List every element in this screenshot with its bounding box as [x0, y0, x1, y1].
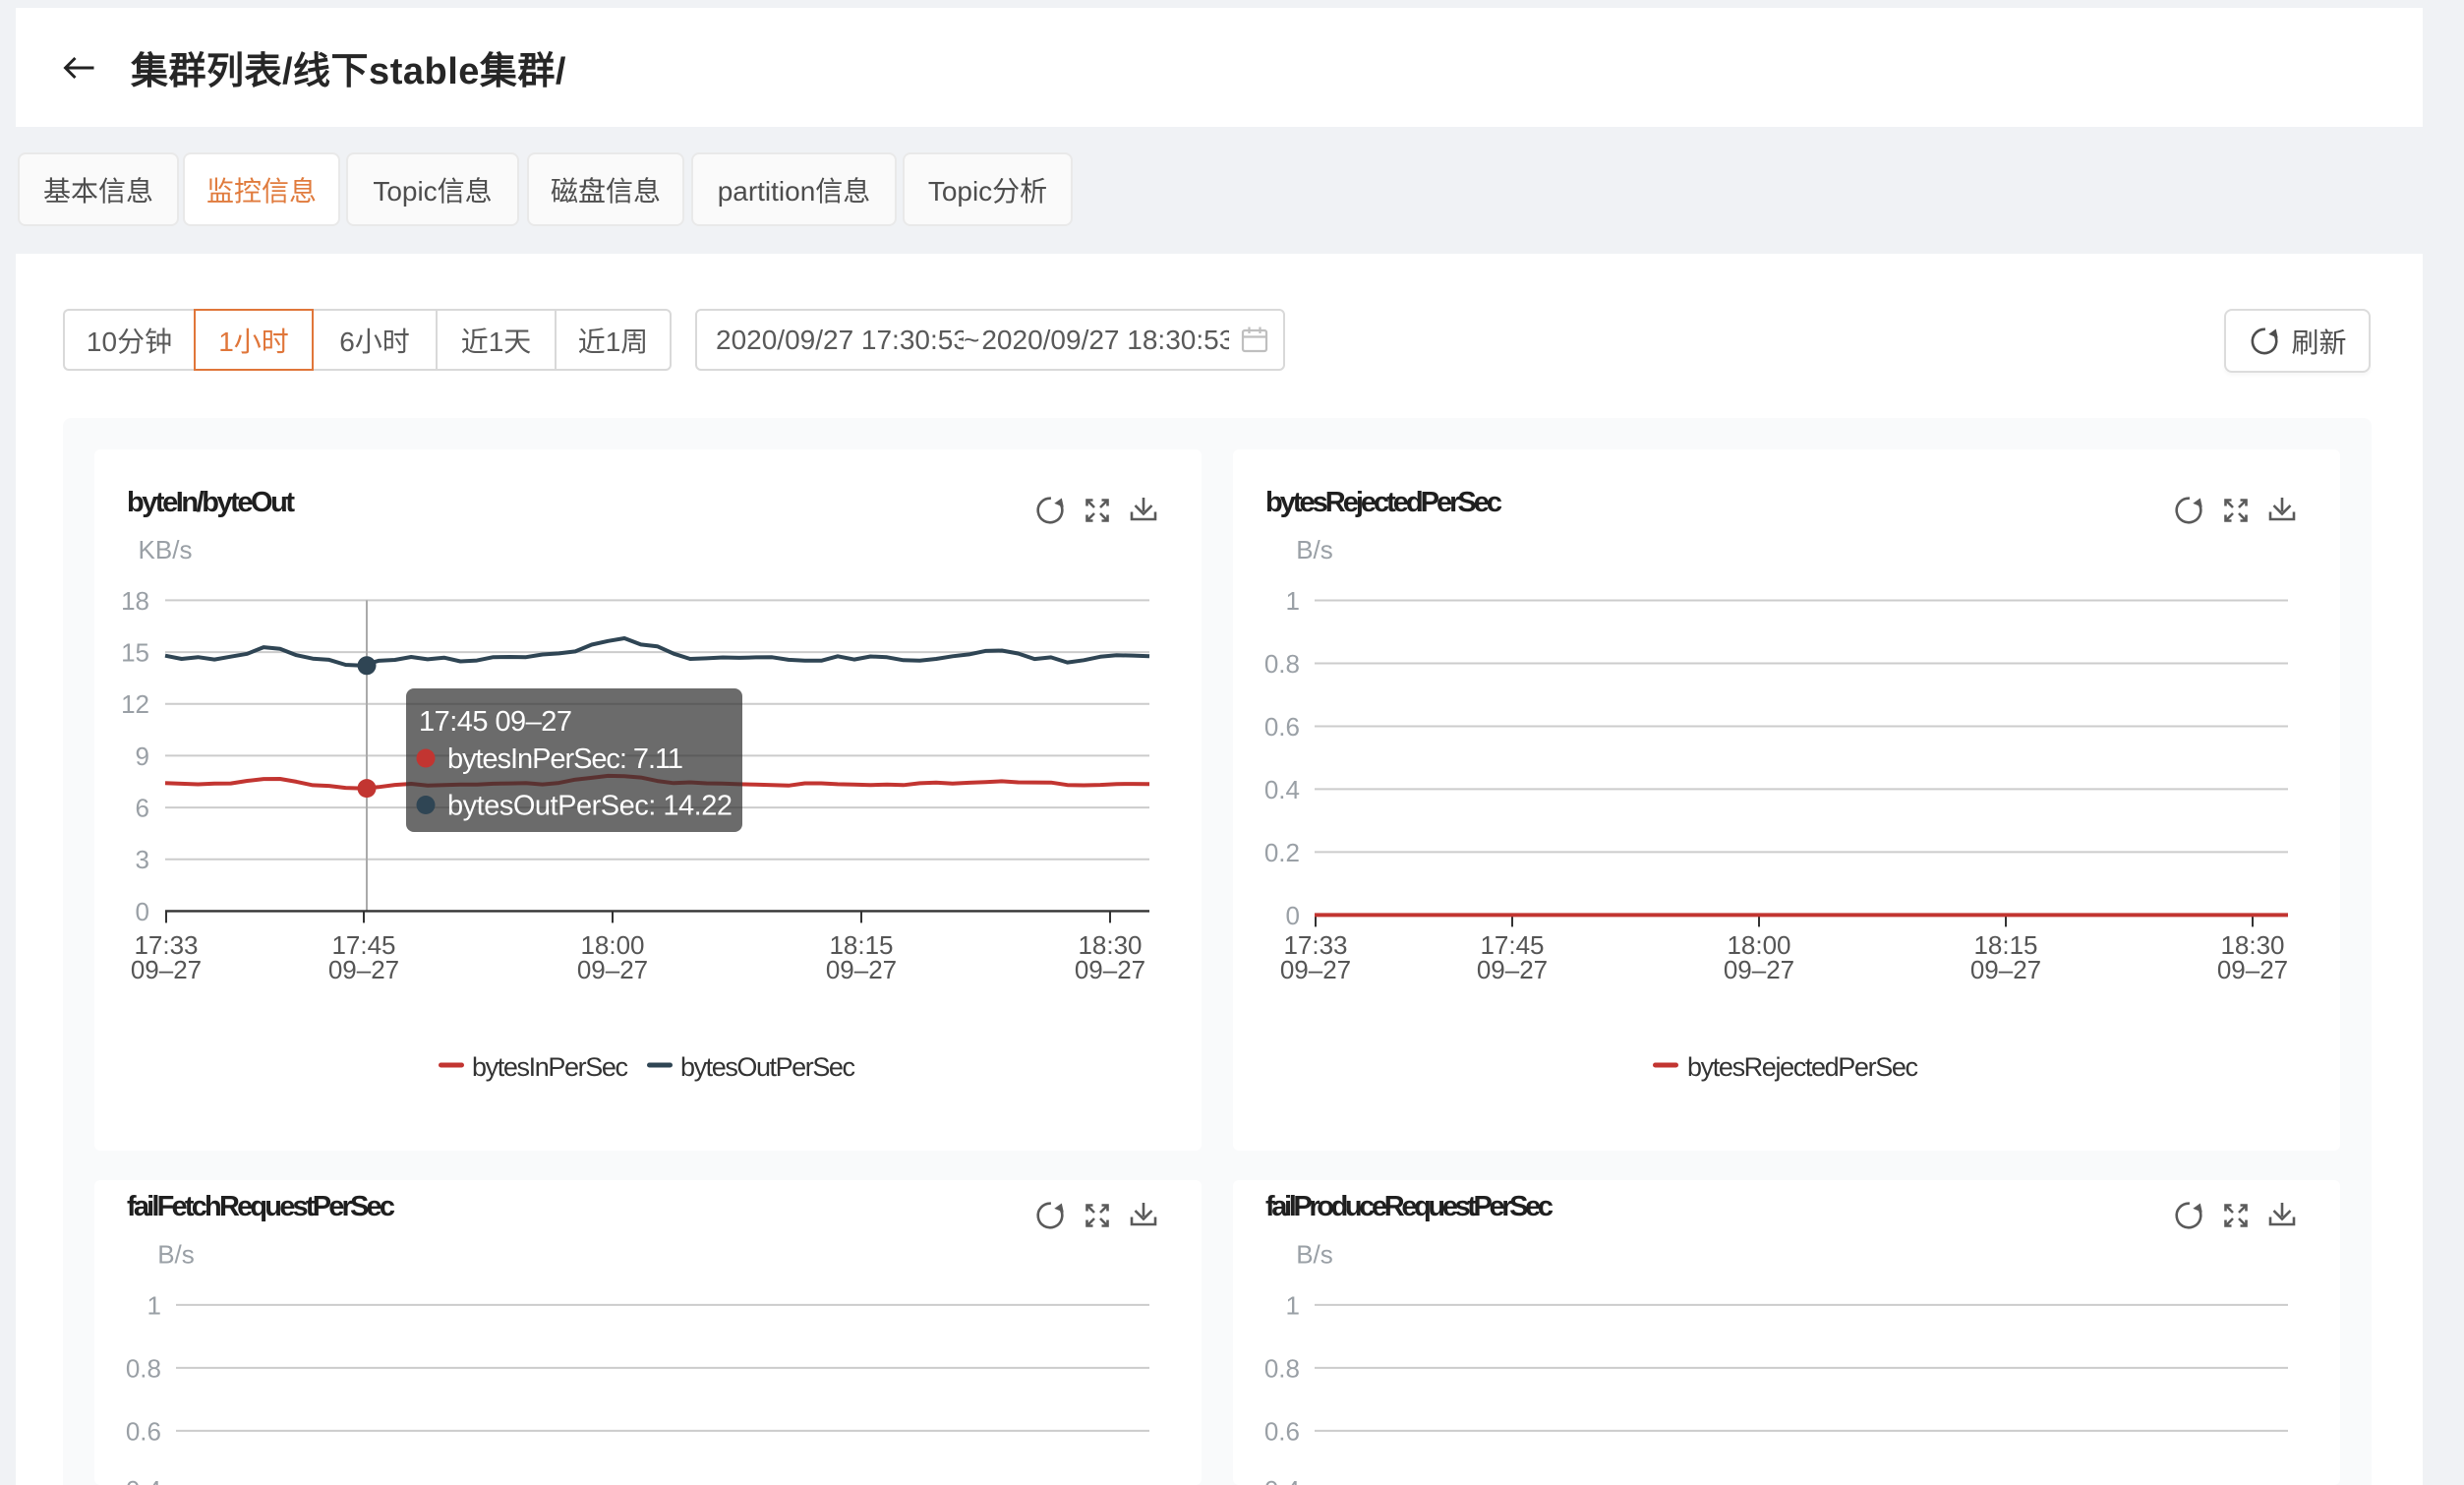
svg-text:18:30: 18:30 [2220, 930, 2284, 960]
svg-text:6: 6 [136, 794, 149, 823]
svg-text:B/s: B/s [1296, 1239, 1333, 1269]
svg-text:3: 3 [136, 845, 149, 874]
svg-text:18:15: 18:15 [1973, 930, 2037, 960]
svg-text:bytesInPerSec: 7.11: bytesInPerSec: 7.11 [447, 743, 683, 775]
svg-text:09–27: 09–27 [328, 955, 399, 984]
svg-text:18:00: 18:00 [1727, 930, 1790, 960]
svg-text:0.8: 0.8 [126, 1353, 161, 1383]
svg-text:0.6: 0.6 [1264, 1416, 1300, 1446]
svg-text:09–27: 09–27 [1724, 955, 1794, 984]
svg-text:byteIn/byteOut: byteIn/byteOut [127, 487, 295, 518]
svg-text:17:45 09–27: 17:45 09–27 [419, 706, 572, 738]
svg-text:bytesRejectedPerSec: bytesRejectedPerSec [1687, 1052, 1918, 1082]
svg-text:09–27: 09–27 [1477, 955, 1548, 984]
svg-text:09–27: 09–27 [1970, 955, 2041, 984]
svg-text:KB/s: KB/s [139, 535, 193, 564]
svg-text:0: 0 [136, 897, 149, 926]
svg-text:0.8: 0.8 [1264, 649, 1300, 679]
svg-text:0.6: 0.6 [1264, 712, 1300, 742]
svg-text:09–27: 09–27 [131, 955, 202, 984]
svg-text:0: 0 [1286, 901, 1300, 930]
svg-text:12: 12 [121, 689, 149, 719]
svg-text:09–27: 09–27 [2217, 955, 2288, 984]
svg-text:0.4: 0.4 [1264, 1475, 1300, 1485]
svg-text:bytesInPerSec: bytesInPerSec [472, 1052, 628, 1082]
svg-text:17:33: 17:33 [1283, 930, 1347, 960]
svg-text:0.4: 0.4 [126, 1475, 161, 1485]
svg-text:0.2: 0.2 [1264, 838, 1300, 867]
svg-text:09–27: 09–27 [1075, 955, 1145, 984]
svg-text:09–27: 09–27 [1280, 955, 1351, 984]
svg-text:1: 1 [1286, 1290, 1300, 1320]
svg-text:18:15: 18:15 [829, 930, 893, 960]
svg-text:09–27: 09–27 [577, 955, 648, 984]
svg-text:1: 1 [1286, 586, 1300, 616]
svg-text:17:45: 17:45 [331, 930, 395, 960]
svg-text:failProduceRequestPerSec: failProduceRequestPerSec [1265, 1191, 1554, 1222]
svg-text:17:45: 17:45 [1480, 930, 1544, 960]
svg-text:18: 18 [121, 586, 149, 616]
svg-text:15: 15 [121, 638, 149, 668]
svg-text:18:00: 18:00 [580, 930, 644, 960]
svg-text:0.8: 0.8 [1264, 1353, 1300, 1383]
svg-text:17:33: 17:33 [134, 930, 198, 960]
svg-text:18:30: 18:30 [1078, 930, 1142, 960]
svg-text:bytesOutPerSec: bytesOutPerSec [680, 1052, 855, 1082]
svg-text:B/s: B/s [1296, 535, 1333, 564]
svg-text:failFetchRequestPerSec: failFetchRequestPerSec [127, 1191, 395, 1222]
svg-text:0.4: 0.4 [1264, 775, 1300, 804]
svg-text:bytesOutPerSec: 14.22: bytesOutPerSec: 14.22 [447, 791, 733, 822]
svg-text:B/s: B/s [157, 1239, 195, 1269]
svg-text:0.6: 0.6 [126, 1416, 161, 1446]
svg-text:9: 9 [136, 742, 149, 771]
svg-text:1: 1 [147, 1290, 161, 1320]
svg-text:09–27: 09–27 [826, 955, 897, 984]
svg-text:bytesRejectedPerSec: bytesRejectedPerSec [1265, 487, 1502, 518]
